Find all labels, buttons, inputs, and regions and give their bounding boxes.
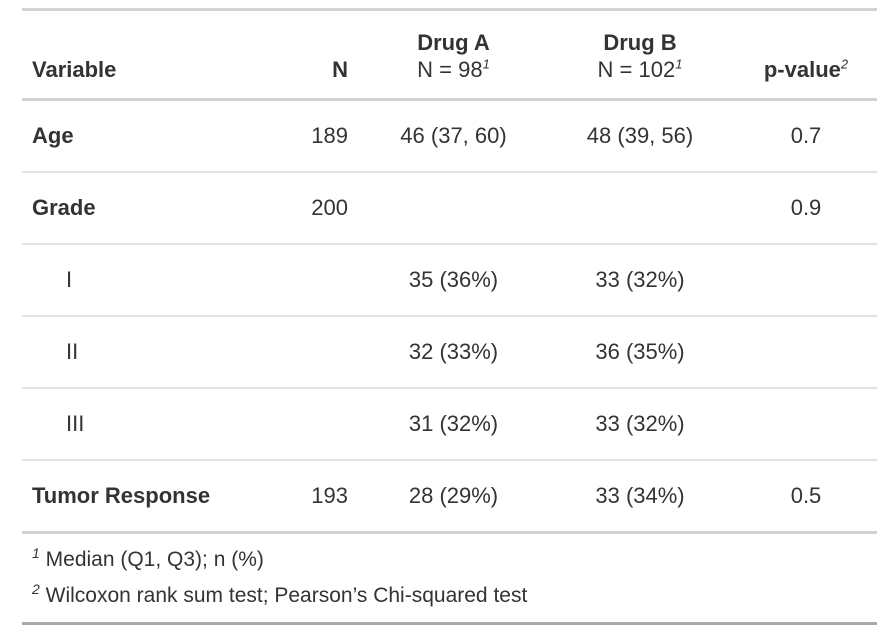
- cell-n: 189: [280, 99, 362, 173]
- page-body: Variable N Drug A N = 981 Drug B N = 102…: [22, 8, 877, 625]
- footnote-1: 1 Median (Q1, Q3); n (%): [22, 533, 877, 578]
- footnote: 1 Median (Q1, Q3); n (%): [22, 533, 877, 578]
- cell-variable: III: [22, 388, 280, 461]
- cell-drug-b: 33 (34%): [545, 460, 735, 534]
- footnote-2: 2 Wilcoxon rank sum test; Pearson’s Chi-…: [22, 577, 877, 624]
- drug-b-title: Drug B: [603, 30, 677, 55]
- footnote-text: Wilcoxon rank sum test; Pearson’s Chi-sq…: [45, 584, 528, 607]
- summary-table: Variable N Drug A N = 981 Drug B N = 102…: [22, 8, 877, 625]
- cell-variable: I: [22, 244, 280, 317]
- cell-p-value: 0.5: [735, 460, 877, 534]
- table-row: Tumor Response 193 28 (29%) 33 (34%) 0.5: [22, 460, 877, 534]
- cell-drug-b: 33 (32%): [545, 244, 735, 317]
- cell-drug-a: [362, 172, 545, 245]
- footnote-mark: 1: [482, 56, 490, 72]
- cell-n: 200: [280, 172, 362, 245]
- column-header-variable-label: Variable: [32, 57, 117, 82]
- footnote: 2 Wilcoxon rank sum test; Pearson’s Chi-…: [22, 577, 877, 624]
- cell-variable: Age: [22, 99, 280, 173]
- drug-b-n: N = 1021: [597, 56, 683, 82]
- cell-n: 193: [280, 460, 362, 534]
- drug-a-title: Drug A: [417, 30, 490, 55]
- cell-drug-a: 32 (33%): [362, 316, 545, 389]
- table-row: Age 189 46 (37, 60) 48 (39, 56) 0.7: [22, 99, 877, 173]
- footnote-mark: 1: [32, 545, 40, 561]
- cell-drug-b: 48 (39, 56): [545, 99, 735, 173]
- cell-drug-b: 36 (35%): [545, 316, 735, 389]
- cell-n: [280, 388, 362, 461]
- table-body: Age 189 46 (37, 60) 48 (39, 56) 0.7 Grad…: [22, 99, 877, 534]
- cell-variable: II: [22, 316, 280, 389]
- footnote-mark: 1: [675, 56, 683, 72]
- cell-drug-a: 35 (36%): [362, 244, 545, 317]
- cell-variable: Grade: [22, 172, 280, 245]
- drug-a-n: N = 981: [417, 56, 490, 82]
- cell-n: [280, 316, 362, 389]
- table-row: Grade 200 0.9: [22, 172, 877, 245]
- cell-p-value: [735, 388, 877, 461]
- footnote-text: Median (Q1, Q3); n (%): [45, 548, 264, 571]
- column-header-variable: Variable: [22, 9, 280, 101]
- column-header-n: N: [280, 9, 362, 101]
- column-header-drug-b: Drug B N = 1021: [545, 9, 735, 101]
- p-value-title: p-value: [763, 57, 841, 82]
- cell-drug-a: 28 (29%): [362, 460, 545, 534]
- cell-drug-a: 31 (32%): [362, 388, 545, 461]
- cell-p-value: [735, 244, 877, 317]
- column-header-n-label: N: [332, 57, 348, 82]
- footnote-mark: 2: [32, 581, 40, 597]
- header-row: Variable N Drug A N = 981 Drug B N = 102…: [22, 9, 877, 101]
- column-header-p-value: p-value2: [735, 9, 877, 101]
- cell-n: [280, 244, 362, 317]
- cell-drug-a: 46 (37, 60): [362, 99, 545, 173]
- cell-p-value: 0.9: [735, 172, 877, 245]
- column-header-drug-a: Drug A N = 981: [362, 9, 545, 101]
- cell-p-value: 0.7: [735, 99, 877, 173]
- cell-drug-b: 33 (32%): [545, 388, 735, 461]
- footnote-mark: 2: [840, 56, 849, 72]
- table-row: II 32 (33%) 36 (35%): [22, 316, 877, 389]
- cell-variable: Tumor Response: [22, 460, 280, 534]
- table-footnotes: 1 Median (Q1, Q3); n (%) 2 Wilcoxon rank…: [22, 533, 877, 624]
- table-row: I 35 (36%) 33 (32%): [22, 244, 877, 317]
- table-row: III 31 (32%) 33 (32%): [22, 388, 877, 461]
- table-header: Variable N Drug A N = 981 Drug B N = 102…: [22, 9, 877, 101]
- cell-drug-b: [545, 172, 735, 245]
- cell-p-value: [735, 316, 877, 389]
